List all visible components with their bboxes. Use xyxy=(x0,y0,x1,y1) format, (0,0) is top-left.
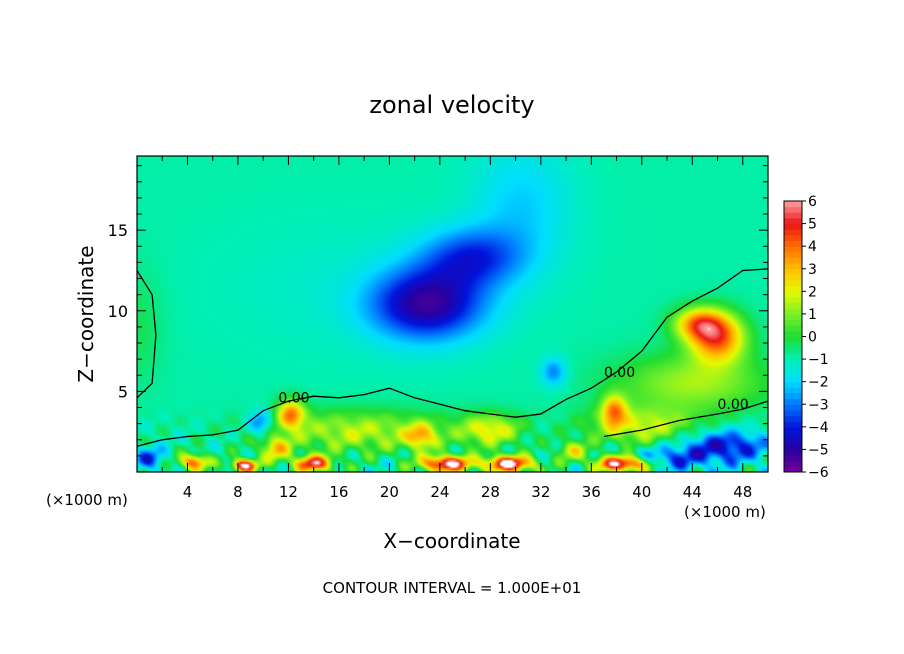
colorbar-swatch xyxy=(784,443,802,450)
x-tick-label: 28 xyxy=(481,483,500,501)
velocity-field-image xyxy=(137,156,768,472)
colorbar-swatch xyxy=(784,449,802,456)
colorbar-swatch xyxy=(784,234,802,242)
x-tick-label: 8 xyxy=(233,483,243,501)
colorbar-swatch xyxy=(784,325,802,332)
contour-label: 0.00 xyxy=(718,397,749,413)
colorbar-tick-label: −4 xyxy=(808,420,829,436)
x-tick-label: 4 xyxy=(183,483,193,501)
colorbar-swatch xyxy=(784,409,802,417)
colorbar-swatch xyxy=(784,206,802,213)
colorbar-swatch xyxy=(784,319,802,326)
colorbar-swatch xyxy=(784,302,802,309)
colorbar-swatch xyxy=(784,404,802,411)
colorbar-swatch xyxy=(784,438,802,445)
contour-interval-note: CONTOUR INTERVAL = 1.000E+01 xyxy=(323,579,582,597)
colorbar-swatch xyxy=(784,268,802,275)
colorbar-swatch xyxy=(784,296,802,304)
colorbar-swatch xyxy=(784,460,802,467)
colorbar-swatch xyxy=(784,466,802,473)
colorbar-swatch xyxy=(784,330,802,337)
zero-contour-line xyxy=(136,268,769,447)
colorbar-tick-label: −1 xyxy=(808,352,829,368)
colorbar-swatch xyxy=(784,359,802,366)
colorbar-tick-label: −2 xyxy=(808,375,829,391)
colorbar-swatch xyxy=(784,455,802,462)
plot-frame xyxy=(136,155,769,473)
x-unit-right: (×1000 m) xyxy=(684,503,766,521)
colorbar-swatch xyxy=(784,274,802,281)
x-tick-label: 24 xyxy=(430,483,449,501)
colorbar-swatch xyxy=(784,432,802,439)
x-tick-label: 40 xyxy=(632,483,651,501)
colorbar-tick-label: −3 xyxy=(808,397,829,413)
x-unit-left: (×1000 m) xyxy=(46,491,128,509)
colorbar-swatch xyxy=(784,381,802,388)
x-tick-label: 36 xyxy=(582,483,601,501)
colorbar-swatch xyxy=(784,223,802,230)
colorbar-tick-label: 6 xyxy=(808,194,817,210)
colorbar-swatch xyxy=(784,336,802,343)
colorbar-swatch xyxy=(784,426,802,433)
colorbar-tick-label: 0 xyxy=(808,330,817,346)
colorbar-swatch xyxy=(784,376,802,383)
colorbar-tick-label: 4 xyxy=(808,239,817,255)
colorbar-tick-label: 5 xyxy=(808,217,817,233)
colorbar-swatch xyxy=(784,347,802,354)
colorbar-tick-label: −6 xyxy=(808,465,829,481)
y-tick-label: 10 xyxy=(108,302,128,321)
colorbar-swatch xyxy=(784,285,802,292)
x-axis-ticks: 4 8 12 16 20 24 28 32 36 40 44 48 xyxy=(136,156,769,501)
zero-contour-line xyxy=(136,270,157,399)
x-axis-label: X−coordinate xyxy=(383,529,520,553)
y-axis-label: Z−coordinate xyxy=(74,245,98,382)
x-tick-label: 12 xyxy=(279,483,298,501)
zero-contour-line xyxy=(603,400,769,438)
colorbar-swatch xyxy=(784,263,802,270)
colorbar-swatch xyxy=(784,229,802,236)
colorbar-swatch xyxy=(784,398,802,405)
zero-contours xyxy=(136,268,769,447)
contour-label: 0.00 xyxy=(604,365,635,381)
colorbar-swatch xyxy=(784,421,802,428)
colorbar-swatch xyxy=(784,313,802,321)
y-axis-ticks: 5 10 15 xyxy=(108,165,768,457)
colorbar-swatch xyxy=(784,251,802,258)
contour-label: 0.00 xyxy=(278,391,309,407)
colorbar-swatch xyxy=(784,240,802,247)
colorbar-swatch xyxy=(784,364,802,371)
colorbar-swatch xyxy=(784,392,802,400)
colorbar-swatch xyxy=(784,246,802,253)
colorbar-swatch xyxy=(784,280,802,287)
colorbar-swatch xyxy=(784,387,802,394)
colorbar-swatch xyxy=(784,308,802,315)
x-tick-label: 32 xyxy=(531,483,550,501)
x-tick-label: 20 xyxy=(380,483,399,501)
y-tick-label: 5 xyxy=(118,382,128,401)
chart-title: zonal velocity xyxy=(369,91,534,119)
colorbar-swatch xyxy=(784,353,802,360)
y-tick-label: 15 xyxy=(108,221,128,240)
colorbar-swatch xyxy=(784,291,802,298)
colorbar-swatch xyxy=(784,257,802,264)
colorbar-tick-label: 1 xyxy=(808,307,817,323)
colorbar: 6 5 4 3 2 1 0 −1 −2 −3 −4 −5 −6 xyxy=(783,194,829,481)
x-tick-label: 48 xyxy=(733,483,752,501)
colorbar-swatch xyxy=(784,342,802,349)
x-tick-label: 16 xyxy=(329,483,348,501)
colorbar-swatch xyxy=(784,370,802,377)
colorbar-swatch xyxy=(784,217,802,225)
x-tick-label: 44 xyxy=(683,483,702,501)
colorbar-swatch xyxy=(784,415,802,422)
colorbar-tick-label: −5 xyxy=(808,442,829,458)
contour-labels: 0.00 0.00 0.00 xyxy=(278,365,748,413)
colorbar-swatch xyxy=(784,212,802,219)
colorbar-tick-label: 3 xyxy=(808,262,817,278)
colorbar-swatch xyxy=(784,201,802,208)
velocity-field: 0.00 0.00 0.00 xyxy=(136,156,769,472)
colorbar-tick-label: 2 xyxy=(808,284,817,300)
